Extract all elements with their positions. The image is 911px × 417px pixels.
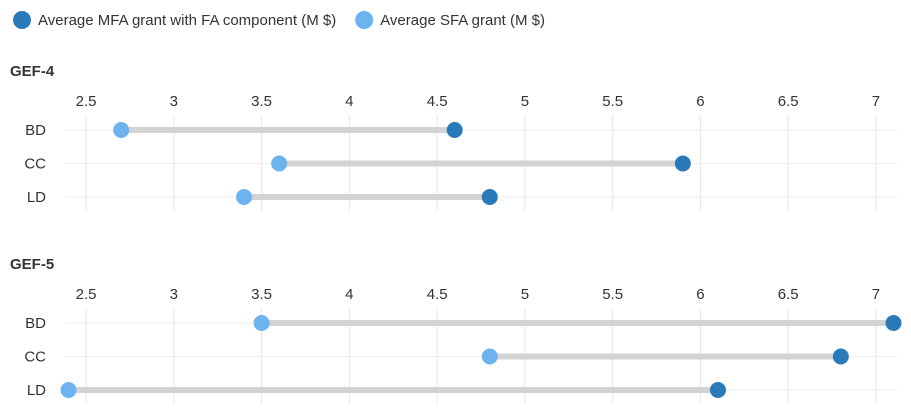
x-tick-label: 4.5 <box>427 93 448 110</box>
x-tick-label: 6.5 <box>778 286 799 303</box>
legend-marker <box>13 11 31 29</box>
y-tick-label: BD <box>25 122 46 139</box>
dot <box>709 382 726 398</box>
legend-label: Average SFA grant (M $) <box>380 12 545 29</box>
x-tick-label: 6 <box>696 93 704 110</box>
dot <box>674 155 691 172</box>
y-tick-label: LD <box>27 189 46 206</box>
chart-title: GEF-5 <box>10 256 54 273</box>
x-tick-label: 7 <box>872 286 880 303</box>
y-tick-label: CC <box>24 348 46 365</box>
x-tick-label: 6.5 <box>778 93 799 110</box>
x-tick-label: 7 <box>872 93 880 110</box>
x-tick-label: 5 <box>521 93 529 110</box>
y-tick-label: LD <box>27 382 46 399</box>
x-tick-label: 2.5 <box>76 286 97 303</box>
dot <box>481 189 498 205</box>
dot <box>60 382 77 398</box>
x-tick-label: 2.5 <box>76 93 97 110</box>
chart-title: GEF-4 <box>10 63 55 80</box>
x-tick-label: 6 <box>696 286 704 303</box>
x-tick-label: 3.5 <box>251 93 272 110</box>
dot <box>832 348 849 365</box>
dot <box>271 155 288 172</box>
dot <box>885 315 902 331</box>
legend-label: Average MFA grant with FA component (M $… <box>38 12 336 29</box>
legend-marker <box>355 11 374 29</box>
x-tick-label: 4.5 <box>427 286 448 303</box>
dot <box>446 122 463 138</box>
x-tick-label: 3.5 <box>251 286 272 303</box>
x-tick-label: 4 <box>345 286 353 303</box>
x-tick-label: 3 <box>170 93 178 110</box>
dot <box>253 315 270 331</box>
x-tick-label: 5 <box>521 286 529 303</box>
x-tick-label: 5.5 <box>602 286 623 303</box>
dot <box>236 189 253 205</box>
dot <box>481 348 498 365</box>
x-tick-label: 5.5 <box>602 93 623 110</box>
x-tick-label: 3 <box>170 286 178 303</box>
dot <box>113 122 130 138</box>
y-tick-label: BD <box>25 315 46 332</box>
y-tick-label: CC <box>24 155 46 172</box>
x-tick-label: 4 <box>345 93 353 110</box>
